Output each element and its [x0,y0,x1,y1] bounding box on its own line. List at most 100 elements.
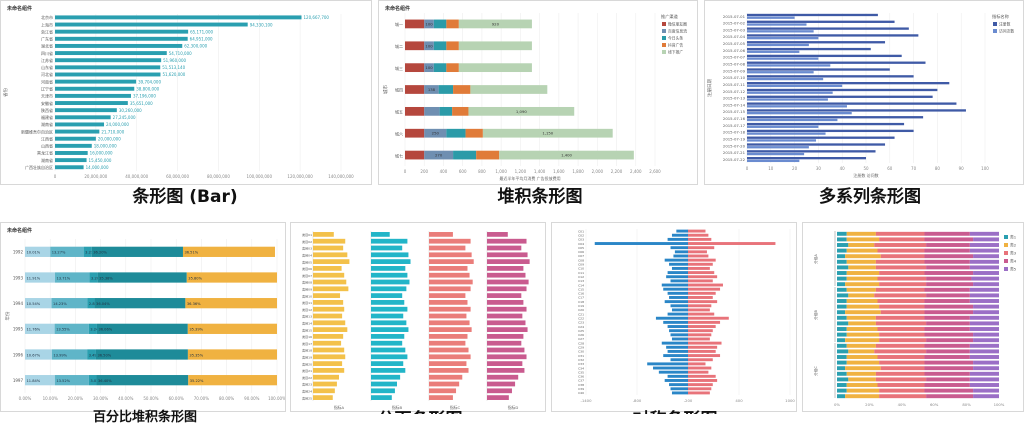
bar-segment [924,299,970,303]
bar-segment [25,375,55,386]
y-tick-label: 类目21 [302,368,312,373]
legend-title: 推广渠道 [661,13,679,20]
bar [429,361,467,366]
bar-left [663,320,688,324]
y-tick-label: C26 [578,333,584,337]
bar [313,320,346,326]
bar-right [688,300,718,304]
bar [371,238,408,244]
y-tick-label: C39 [578,387,584,391]
bar-segment [969,299,999,303]
bar-segment [875,315,925,320]
bar-segment [187,349,277,360]
bar-segment [25,298,52,309]
chart-title: 未命名组件 [7,6,33,12]
bar-segment [482,128,613,138]
bar [313,266,342,271]
chart-title: 未命名组件 [7,228,33,234]
legend-swatch [993,29,997,33]
bar-left [671,337,688,341]
bar [747,122,905,126]
bar-segment [973,271,999,275]
data-label: 270 [435,153,443,158]
bar-segment [846,248,878,253]
y-tick-label: 2015-07-17 [723,123,746,128]
y-tick-label: 2015-07-13 [723,96,746,101]
bar [487,361,523,366]
data-label: 14.23% [53,302,67,306]
bar-segment [846,327,878,331]
y-tick-label: 2015-07-20 [723,143,746,148]
bar [55,115,111,120]
bar-segment [499,150,634,160]
x-tick-label: 600 [459,169,467,174]
bar-left [663,287,688,291]
x-tick-label: 1,800 [572,169,584,174]
bar [747,146,809,149]
bar [747,61,926,64]
bar-segment [83,246,92,257]
data-label: 38,800,000 [136,87,159,92]
y-axis-label: 省份 [2,88,9,97]
bar-segment [837,304,847,309]
bar-segment [875,265,927,270]
bar-right [688,349,716,353]
bar-segment [405,63,425,73]
chart-panel-faceted-percent: 0% 20% 40% 60% 80% 100% 分组A 分组B 分组C 类1 类2 类3 类4 类5 [802,222,1024,412]
y-tick-label: 湖南省 [41,121,53,127]
bar [313,354,346,360]
x-tick-label: 30 [816,166,822,171]
facet-label: 指标C [450,405,461,410]
bar [429,347,469,353]
bar-segment [433,41,447,51]
bar-segment [470,85,548,94]
bar-segment [51,298,88,309]
bar-segment [25,323,55,334]
bar-segment [95,349,188,360]
bar [371,259,411,264]
bar-segment [837,287,847,292]
y-tick-label: 1994 [13,301,24,306]
bar-segment [25,272,56,283]
bar-segment [875,287,925,292]
y-tick-label: 2015-07-06 [723,48,746,53]
bar [747,54,902,58]
data-label: 13.55% [56,328,70,332]
data-label: 36.40% [98,379,112,383]
bar-segment [969,377,999,382]
bar [429,259,474,264]
bar-segment [837,394,846,399]
bar-segment [424,41,434,51]
bar [747,136,895,139]
data-label: 3.49% [89,353,101,357]
bar-right [688,250,707,254]
bar-segment [969,327,999,331]
bar-segment [969,355,999,359]
bar [55,129,100,134]
y-tick-label: C30 [578,350,584,354]
x-tick-label: -800 [633,398,642,403]
bar-left [670,387,688,391]
data-label: 13.27% [52,251,66,255]
bar-right [688,291,716,295]
bar-segment [879,237,925,242]
bar-segment [969,243,999,247]
bar-segment [837,388,847,393]
bar-left [594,242,688,245]
bar-right [688,254,709,258]
bar-segment [185,298,277,309]
legend-swatch [1004,235,1008,239]
bar-left [647,362,688,366]
bar-segment [424,19,434,29]
bar [747,43,809,47]
caption-multi: 多系列条形图 [819,187,921,207]
bar-segment [424,150,454,160]
data-label: 65,171,000 [190,29,213,34]
bar-segment [969,287,999,292]
bar [487,272,526,278]
bar [429,279,473,285]
legend-label: 类5 [1010,267,1017,272]
x-tick-label: 60 [887,166,893,171]
y-tick-label: 类目18 [302,348,312,353]
